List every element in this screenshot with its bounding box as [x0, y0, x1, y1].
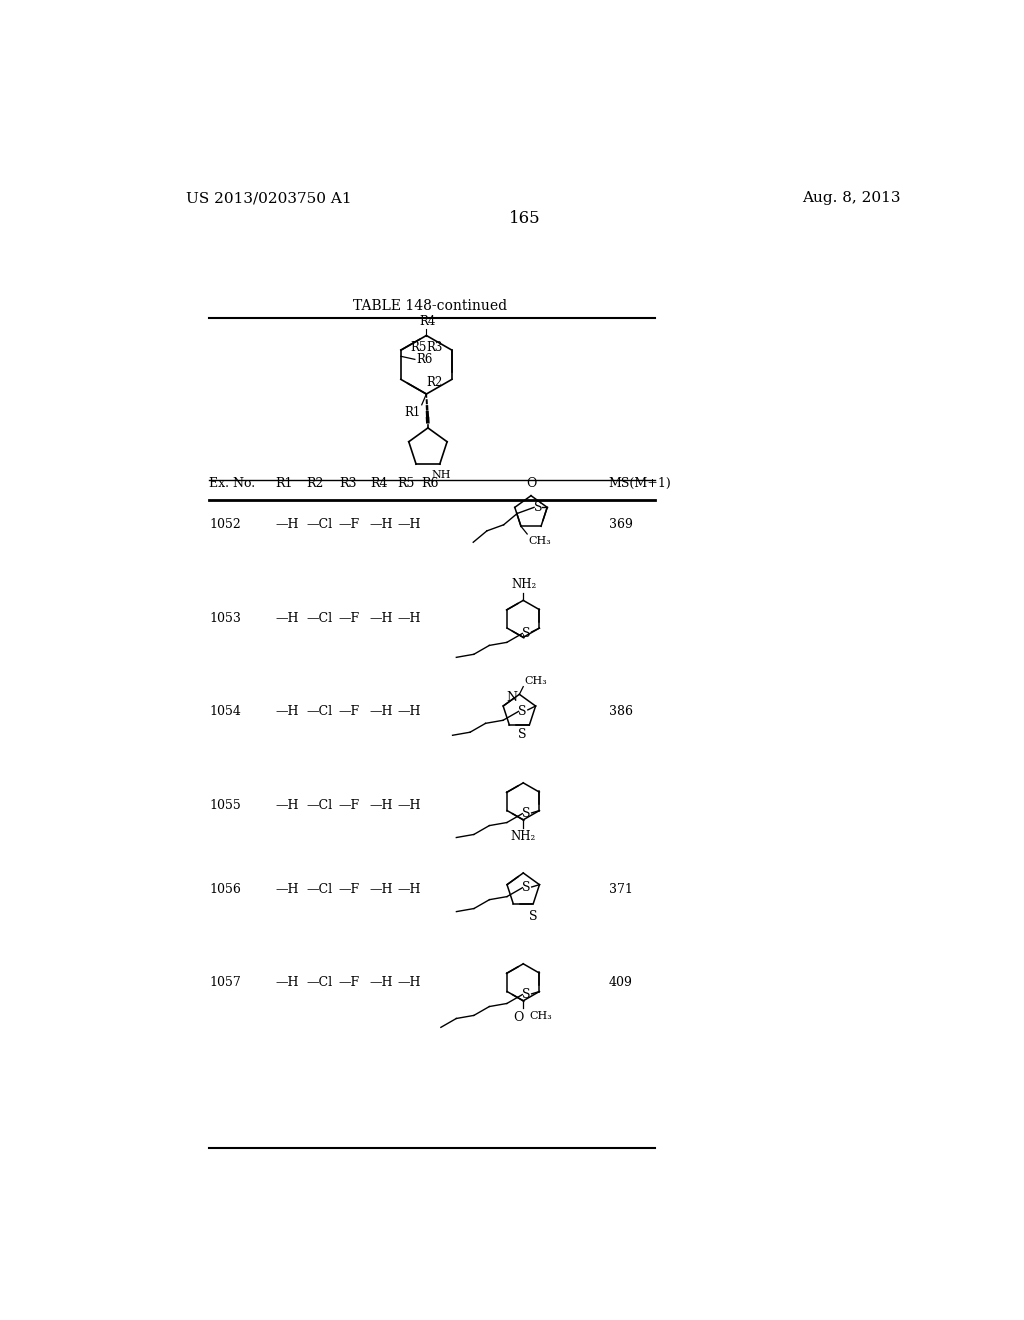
Text: R6: R6 [417, 352, 433, 366]
Text: —H: —H [397, 975, 421, 989]
Text: 371: 371 [608, 883, 633, 896]
Text: —H: —H [275, 883, 299, 896]
Text: R4: R4 [419, 314, 435, 327]
Text: S: S [534, 500, 542, 513]
Text: —H: —H [397, 705, 421, 718]
Text: —H: —H [275, 975, 299, 989]
Text: —H: —H [275, 612, 299, 626]
Text: —Cl: —Cl [306, 883, 333, 896]
Text: NH₂: NH₂ [511, 830, 536, 843]
Text: 1056: 1056 [209, 883, 242, 896]
Text: 369: 369 [608, 517, 633, 531]
Text: —Cl: —Cl [306, 799, 333, 812]
Text: —H: —H [275, 799, 299, 812]
Text: CH₃: CH₃ [529, 1011, 552, 1020]
Text: R1: R1 [403, 407, 420, 420]
Text: 165: 165 [509, 210, 541, 227]
Text: S: S [529, 909, 538, 923]
Text: —Cl: —Cl [306, 517, 333, 531]
Text: 1054: 1054 [209, 705, 242, 718]
Text: S: S [522, 882, 530, 894]
Text: —Cl: —Cl [306, 612, 333, 626]
Text: —F: —F [339, 883, 359, 896]
Text: R4: R4 [370, 477, 387, 490]
Text: —H: —H [397, 612, 421, 626]
Text: R3: R3 [339, 477, 356, 490]
Text: Aug. 8, 2013: Aug. 8, 2013 [802, 191, 901, 206]
Text: 1053: 1053 [209, 612, 242, 626]
Text: S: S [522, 989, 530, 1001]
Text: —Cl: —Cl [306, 975, 333, 989]
Text: MS(M+1): MS(M+1) [608, 477, 672, 490]
Text: —F: —F [339, 517, 359, 531]
Text: S: S [518, 729, 526, 741]
Text: O: O [514, 1011, 524, 1024]
Text: TABLE 148-continued: TABLE 148-continued [353, 300, 507, 313]
Text: —H: —H [275, 705, 299, 718]
Text: —Cl: —Cl [306, 705, 333, 718]
Text: 386: 386 [608, 705, 633, 718]
Text: R1: R1 [275, 477, 293, 490]
Text: S: S [522, 627, 530, 640]
Text: NH₂: NH₂ [511, 578, 537, 591]
Text: US 2013/0203750 A1: US 2013/0203750 A1 [186, 191, 352, 206]
Text: —H: —H [370, 799, 393, 812]
Text: CH₃: CH₃ [528, 536, 552, 545]
Text: —H: —H [397, 799, 421, 812]
Text: —F: —F [339, 705, 359, 718]
Text: R6: R6 [421, 477, 438, 490]
Text: 1052: 1052 [209, 517, 241, 531]
Text: O: O [525, 478, 537, 490]
Text: NH: NH [431, 470, 451, 480]
Text: —H: —H [275, 517, 299, 531]
Text: 409: 409 [608, 975, 633, 989]
Text: —H: —H [370, 612, 393, 626]
Text: S: S [522, 807, 530, 820]
Text: —H: —H [370, 705, 393, 718]
Text: R3: R3 [426, 341, 442, 354]
Text: R5: R5 [397, 477, 415, 490]
Text: —H: —H [370, 517, 393, 531]
Text: R2: R2 [306, 477, 324, 490]
Text: R2: R2 [426, 376, 442, 389]
Text: N: N [506, 690, 517, 704]
Text: —H: —H [370, 883, 393, 896]
Text: —H: —H [397, 883, 421, 896]
Text: 1057: 1057 [209, 975, 241, 989]
Text: Ex. No.: Ex. No. [209, 477, 256, 490]
Text: —H: —H [397, 517, 421, 531]
Text: R5: R5 [411, 341, 427, 354]
Text: —F: —F [339, 799, 359, 812]
Text: 1055: 1055 [209, 799, 241, 812]
Text: S: S [518, 705, 526, 718]
Text: —F: —F [339, 612, 359, 626]
Text: —H: —H [370, 975, 393, 989]
Text: CH₃: CH₃ [524, 676, 547, 686]
Text: —F: —F [339, 975, 359, 989]
